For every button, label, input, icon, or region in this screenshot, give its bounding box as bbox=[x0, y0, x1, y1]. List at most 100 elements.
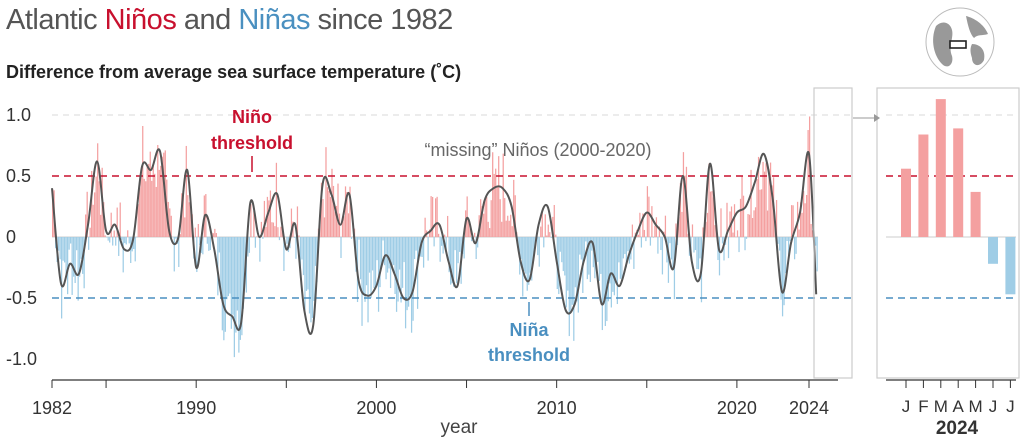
monthly-bar bbox=[463, 237, 465, 259]
monthly-bar bbox=[194, 227, 196, 237]
monthly-bar bbox=[456, 237, 458, 284]
monthly-bar bbox=[751, 217, 754, 237]
monthly-bar bbox=[134, 237, 136, 262]
monthly-bar bbox=[373, 237, 375, 289]
monthly-bar bbox=[739, 198, 742, 237]
monthly-bar bbox=[532, 237, 534, 261]
monthly-bar bbox=[109, 237, 111, 243]
y-tick-label: 1.0 bbox=[6, 105, 31, 125]
monthly-bar bbox=[269, 190, 272, 237]
monthly-bar bbox=[416, 237, 419, 309]
monthly-bar bbox=[622, 237, 624, 259]
monthly-bar bbox=[268, 200, 270, 237]
monthly-bar bbox=[696, 237, 698, 270]
monthly-bar bbox=[618, 237, 620, 263]
monthly-bar bbox=[613, 237, 615, 296]
monthly-bar bbox=[766, 210, 769, 237]
monthly-bar bbox=[487, 221, 489, 237]
monthly-bar bbox=[609, 237, 611, 284]
monthly-bar bbox=[627, 237, 629, 252]
monthly-bar bbox=[235, 237, 237, 333]
monthly-bar bbox=[326, 187, 329, 237]
monthly-bar bbox=[586, 237, 588, 280]
monthly-bar bbox=[400, 237, 402, 303]
monthly-bar bbox=[760, 189, 763, 237]
monthly-bar bbox=[169, 208, 171, 237]
monthly-bar bbox=[565, 237, 567, 308]
monthly-bar bbox=[741, 175, 743, 237]
monthly-bar bbox=[792, 205, 794, 237]
y-tick-label: 0.5 bbox=[6, 166, 31, 186]
monthly-bar bbox=[466, 196, 468, 237]
monthly-bar bbox=[301, 237, 303, 260]
monthly-bar bbox=[376, 237, 378, 261]
monthly-bar bbox=[550, 237, 552, 238]
monthly-bar bbox=[52, 188, 54, 237]
monthly-bar bbox=[484, 197, 486, 237]
monthly-bar bbox=[595, 237, 597, 268]
monthly-bar bbox=[537, 237, 539, 256]
monthly-bar bbox=[438, 233, 440, 237]
monthly-bar bbox=[577, 237, 579, 313]
x-tick-label: 2024 bbox=[789, 398, 829, 418]
monthly-bar bbox=[591, 237, 593, 251]
monthly-bar bbox=[748, 214, 751, 237]
monthly-bar bbox=[645, 237, 647, 242]
monthly-bar bbox=[546, 235, 548, 237]
monthly-bar bbox=[474, 232, 476, 237]
monthly-bar bbox=[148, 163, 150, 237]
monthly-bar bbox=[477, 237, 479, 248]
monthly-bar bbox=[733, 204, 736, 237]
monthly-bar bbox=[616, 237, 618, 305]
monthly-bar bbox=[383, 237, 386, 266]
monthly-bar bbox=[541, 212, 543, 237]
monthly-bar bbox=[580, 237, 582, 260]
chart-title: Atlantic Niños and Niñas since 1982 bbox=[6, 4, 453, 37]
monthly-bar bbox=[508, 220, 510, 237]
monthly-bar bbox=[248, 237, 251, 253]
monthly-bar bbox=[335, 205, 338, 237]
monthly-bar bbox=[811, 230, 814, 237]
monthly-bar bbox=[681, 211, 683, 237]
monthly-bar bbox=[197, 224, 199, 237]
monthly-bar bbox=[723, 237, 725, 261]
monthly-bar bbox=[570, 237, 572, 312]
monthly-bar bbox=[547, 224, 549, 237]
monthly-bar bbox=[502, 153, 504, 237]
monthly-bar bbox=[810, 224, 812, 237]
monthly-bar bbox=[558, 237, 560, 295]
monthly-bar bbox=[209, 237, 211, 251]
monthly-bar bbox=[226, 237, 228, 300]
monthly-bar bbox=[185, 145, 187, 237]
monthly-bar bbox=[507, 215, 509, 237]
monthly-bar bbox=[367, 237, 369, 323]
monthly-bar bbox=[112, 237, 114, 246]
monthly-bar bbox=[447, 215, 449, 237]
monthly-bar bbox=[574, 237, 576, 288]
monthly-bar bbox=[323, 217, 326, 237]
monthly-bar bbox=[370, 237, 372, 298]
monthly-bar bbox=[520, 237, 522, 259]
monthly-bar bbox=[313, 237, 315, 301]
y-tick-label: -0.5 bbox=[6, 288, 37, 308]
monthly-bar bbox=[244, 237, 246, 271]
monthly-bar bbox=[182, 190, 184, 237]
monthly-bar bbox=[188, 202, 190, 237]
inset-year-label: 2024 bbox=[936, 418, 979, 439]
monthly-bar bbox=[441, 237, 443, 246]
monthly-bar bbox=[175, 237, 177, 239]
monthly-bar bbox=[322, 199, 324, 237]
monthly-bar bbox=[694, 237, 697, 251]
monthly-bar bbox=[448, 237, 450, 273]
monthly-bar bbox=[787, 237, 790, 259]
monthly-bar bbox=[67, 237, 69, 295]
monthly-bar bbox=[475, 237, 477, 260]
monthly-bar bbox=[160, 165, 162, 237]
monthly-bar bbox=[100, 214, 102, 237]
monthly-bar bbox=[736, 230, 739, 237]
monthly-bar bbox=[601, 237, 603, 331]
highlight-box-2024 bbox=[813, 87, 853, 379]
monthly-bar bbox=[412, 237, 414, 321]
monthly-bar bbox=[274, 226, 276, 237]
inset-frame-2024 bbox=[876, 87, 1020, 379]
